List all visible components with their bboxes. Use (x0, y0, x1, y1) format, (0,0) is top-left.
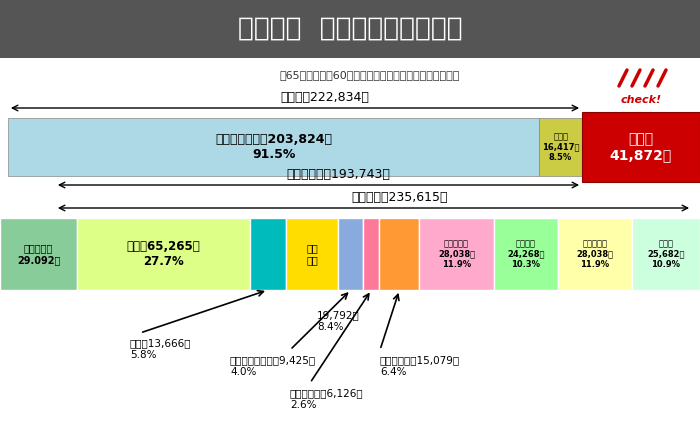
Text: 家具・家事用品　9,425円
4.0%: 家具・家事用品 9,425円 4.0% (230, 355, 316, 377)
Text: 光熱
水道: 光熱 水道 (306, 243, 318, 265)
Bar (582, 112, 700, 182)
Bar (558, 218, 632, 290)
Bar (632, 218, 700, 290)
Text: 高齢夫婦  無職世帯の家計収支: 高齢夫婦 無職世帯の家計収支 (238, 16, 462, 42)
Text: 非消費支出
29.092円: 非消費支出 29.092円 (17, 243, 60, 265)
Bar (338, 218, 363, 290)
Text: 教育娯楽
24,268円
10.3%: 教育娯楽 24,268円 10.3% (507, 239, 545, 269)
Text: check!: check! (620, 95, 662, 105)
Bar (250, 218, 286, 290)
Text: 交際費
25,682円
10.9%: 交際費 25,682円 10.9% (648, 239, 685, 269)
Text: 実収入　222,834円: 実収入 222,834円 (281, 91, 370, 104)
Text: 被服・履物　6,126円
2.6%: 被服・履物 6,126円 2.6% (290, 388, 363, 410)
Bar (0, 0, 700, 58)
Text: その他消費
28,038円
11.9%: その他消費 28,038円 11.9% (576, 239, 613, 269)
Text: 19,792円
8.4%: 19,792円 8.4% (317, 310, 360, 332)
Text: 保険・医療　15,079円
6.4%: 保険・医療 15,079円 6.4% (380, 355, 460, 377)
Text: 不足分
41,872円: 不足分 41,872円 (610, 132, 672, 162)
Bar (494, 218, 558, 290)
Bar (77, 218, 250, 290)
Text: 可処分所得　193,743円: 可処分所得 193,743円 (286, 168, 391, 181)
Text: 夫65歳以上、妻60歳以上の夫婦のみの無職世帯）の場合: 夫65歳以上、妻60歳以上の夫婦のみの無職世帯）の場合 (280, 70, 460, 80)
Text: その他
16,417円
8.5%: その他 16,417円 8.5% (542, 132, 580, 162)
Bar (286, 218, 338, 290)
Bar (0, 218, 77, 290)
Bar (379, 218, 419, 290)
Text: 社会保障給付　203,824円
91.5%: 社会保障給付 203,824円 91.5% (215, 133, 332, 161)
Text: 消費支出　235,615円: 消費支出 235,615円 (351, 191, 448, 204)
Bar (363, 218, 379, 290)
Text: 食費　65,265円
27.7%: 食費 65,265円 27.7% (127, 240, 200, 268)
Bar (539, 118, 582, 176)
Text: 住居　13,666円
5.8%: 住居 13,666円 5.8% (130, 338, 192, 359)
Text: 交通・通信
28,038円
11.9%: 交通・通信 28,038円 11.9% (438, 239, 475, 269)
Bar (8, 118, 539, 176)
Bar (419, 218, 494, 290)
